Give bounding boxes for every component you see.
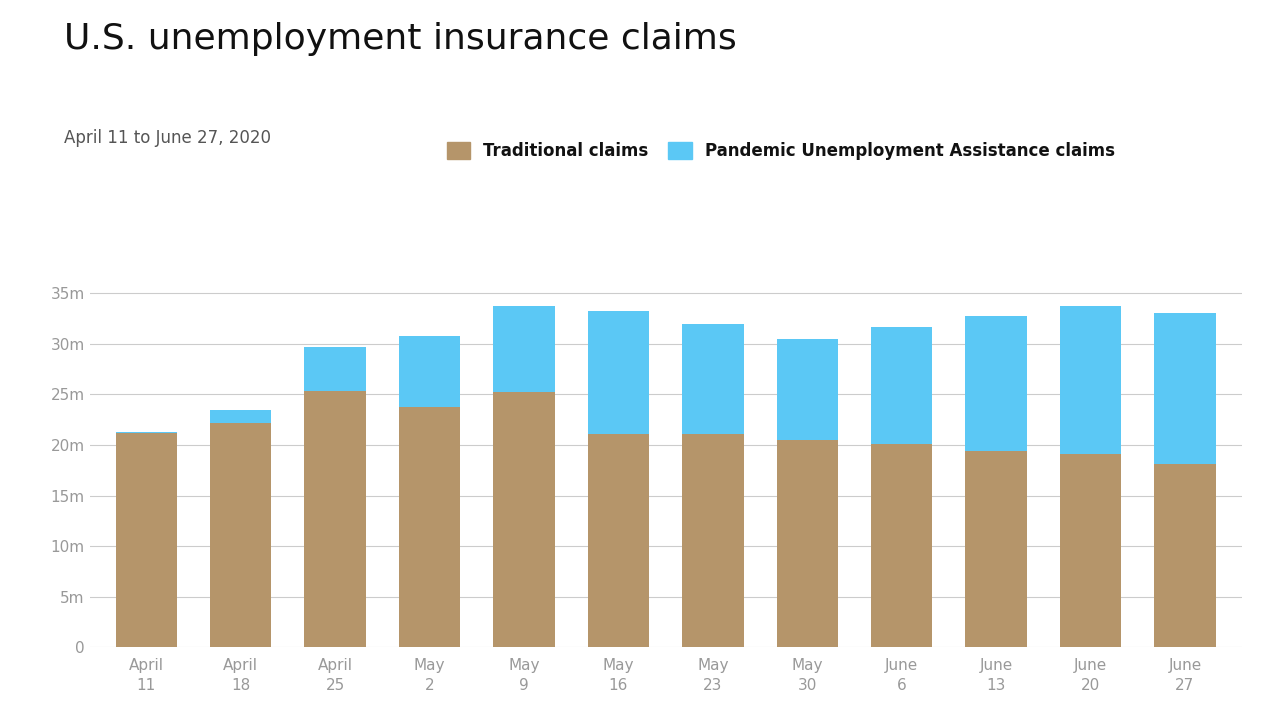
Bar <box>399 336 461 407</box>
Bar <box>588 434 649 647</box>
Bar <box>493 306 554 393</box>
Bar <box>965 451 1027 647</box>
Bar <box>1155 464 1216 647</box>
Bar <box>965 316 1027 451</box>
Bar <box>399 407 461 647</box>
Bar <box>305 347 366 391</box>
Bar <box>210 410 271 423</box>
Bar <box>870 444 932 647</box>
Bar <box>682 324 744 434</box>
Text: April 11 to June 27, 2020: April 11 to June 27, 2020 <box>64 129 271 147</box>
Bar <box>588 311 649 434</box>
Bar <box>210 423 271 647</box>
Bar <box>1155 313 1216 464</box>
Bar <box>305 391 366 647</box>
Bar <box>870 326 932 444</box>
Bar <box>777 440 838 647</box>
Bar <box>115 432 177 433</box>
Bar <box>1060 306 1121 454</box>
Text: U.S. unemployment insurance claims: U.S. unemployment insurance claims <box>64 22 737 55</box>
Bar <box>1060 454 1121 647</box>
Bar <box>777 339 838 440</box>
Bar <box>493 393 554 647</box>
Bar <box>682 434 744 647</box>
Legend: Traditional claims, Pandemic Unemployment Assistance claims: Traditional claims, Pandemic Unemploymen… <box>447 142 1115 160</box>
Bar <box>115 433 177 647</box>
